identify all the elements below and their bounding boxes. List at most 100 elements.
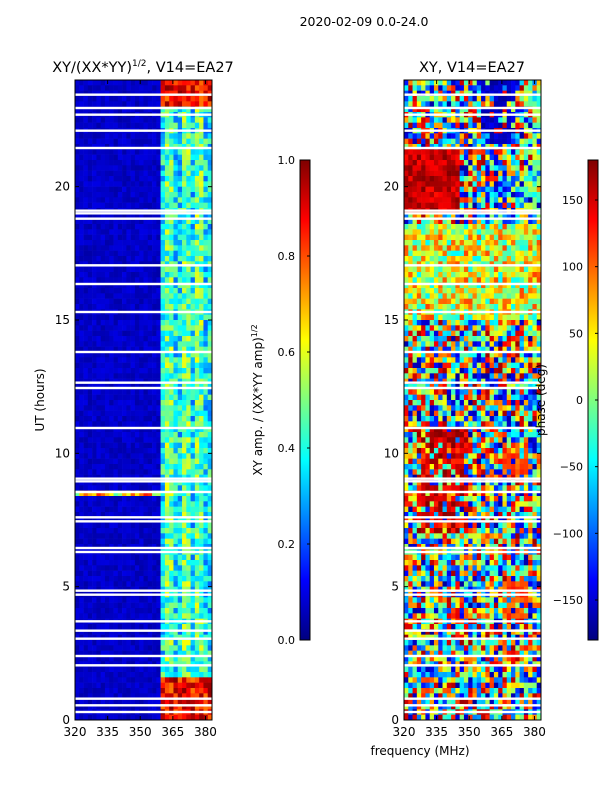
phase-colorbar-tick-label: 50 (569, 327, 583, 340)
flagged-row (404, 282, 541, 286)
flagged-row (404, 550, 541, 554)
flagged-row (404, 710, 541, 714)
flagged-row (75, 629, 212, 632)
amplitude-colorbar-tick-label: 0.4 (278, 442, 296, 455)
phase-colorbar-tick-label: 100 (562, 261, 583, 274)
flagged-row (404, 620, 541, 623)
amplitude-colorbar-label-sup: 1/2 (250, 324, 259, 337)
phase-panel: XY, V14=EA27 320 335 350 365 380 0 5 10 15 20 fr… (370, 60, 545, 758)
amplitude-title-suffix: , V14=EA27 (147, 60, 234, 76)
phase-colorbar-tick-label: −100 (553, 527, 583, 540)
flagged-row (404, 664, 541, 667)
flagged-row (404, 209, 541, 212)
flagged-row (404, 520, 541, 523)
flagged-row (404, 106, 541, 110)
flagged-row (404, 426, 541, 430)
amplitude-colorbar-tick-label: 0.6 (278, 346, 296, 359)
amplitude-xtick-label: 365 (161, 725, 184, 739)
flagged-row (404, 212, 541, 215)
flagged-row (75, 282, 212, 286)
phase-xtick-label: 320 (393, 725, 416, 739)
flagged-row (404, 386, 541, 390)
phase-colorbar-gradient (588, 160, 598, 640)
flagged-row (75, 697, 212, 700)
amplitude-colorbar-tick-label: 0.8 (278, 250, 296, 263)
phase-xtick-label: 365 (490, 725, 513, 739)
amplitude-xtick-label: 380 (194, 725, 217, 739)
amplitude-ytick-label: 20 (55, 180, 70, 194)
flagged-row (404, 113, 541, 116)
amplitude-title-sup: 1/2 (132, 59, 146, 69)
flagged-row (75, 426, 212, 430)
flagged-row (404, 490, 541, 494)
flagged-row (404, 93, 541, 96)
flagged-row (75, 490, 212, 494)
flagged-row (75, 350, 212, 354)
amplitude-ytick-label: 10 (55, 446, 70, 460)
phase-panel-title: XY, V14=EA27 (419, 60, 525, 76)
phase-plot-frame (403, 79, 542, 721)
flagged-row (75, 620, 212, 623)
phase-ytick-label: 10 (384, 446, 399, 460)
phase-colorbar-tick-label: −150 (553, 594, 583, 607)
phase-xlabel: frequency (MHz) (370, 744, 469, 758)
phase-heatmap (404, 80, 541, 720)
flagged-row (75, 704, 212, 707)
flagged-row (75, 589, 212, 592)
phase-colorbar-tick-label: −50 (560, 461, 583, 474)
phase-ytick-label: 0 (391, 713, 399, 727)
flagged-row (404, 654, 541, 658)
figure-suptitle: 2020-02-09 0.0-24.0 (300, 14, 429, 29)
flagged-row (404, 589, 541, 592)
amplitude-xtick-label: 350 (129, 725, 152, 739)
amplitude-ylabel: UT (hours) (33, 368, 47, 431)
flagged-row (404, 637, 541, 640)
phase-xtick-label: 335 (425, 725, 448, 739)
flagged-row (404, 129, 541, 132)
amplitude-colorbar-label: XY amp. / (XX*YY amp)1/2 (250, 324, 265, 475)
flagged-row (75, 546, 212, 550)
flagged-row (404, 480, 541, 483)
flagged-row (404, 546, 541, 550)
flagged-row (404, 593, 541, 596)
flagged-row (75, 381, 212, 384)
flagged-row (404, 629, 541, 632)
amplitude-panel-title: XY/(XX*YY)1/2, V14=EA27 (52, 59, 234, 76)
flagged-row (75, 113, 212, 116)
amplitude-xtick-label: 320 (64, 725, 87, 739)
phase-colorbar: −150 −100 −50 0 50 100 150 phase (deg) (534, 159, 599, 641)
flagged-row (75, 637, 212, 640)
flagged-row (75, 710, 212, 714)
phase-ytick-label: 5 (391, 580, 399, 594)
amplitude-colorbar-tick-label: 1.0 (278, 154, 296, 167)
phase-ytick-label: 15 (384, 313, 399, 327)
amplitude-heatmap (75, 80, 212, 720)
amplitude-panel: XY/(XX*YY)1/2, V14=EA27 320 335 350 365 380 … (33, 59, 234, 739)
phase-xtick-label: 350 (458, 725, 481, 739)
flagged-row (75, 106, 212, 110)
flagged-row (75, 654, 212, 658)
flagged-row (75, 129, 212, 132)
flagged-row (404, 704, 541, 707)
amplitude-xtick-label: 335 (96, 725, 119, 739)
amplitude-colorbar: 0.0 0.2 0.4 0.6 0.8 1.0 XY amp. / (XX*YY amp)… (250, 154, 311, 647)
amplitude-colorbar-frame (299, 159, 311, 641)
flagged-row (75, 516, 212, 519)
flagged-row (75, 217, 212, 220)
flagged-row (75, 209, 212, 212)
flagged-row (404, 697, 541, 700)
flagged-row (75, 146, 212, 150)
flagged-row (75, 386, 212, 390)
flagged-row (404, 477, 541, 480)
phase-xtick-label: 380 (523, 725, 546, 739)
phase-colorbar-tick-label: 150 (562, 194, 583, 207)
amplitude-colorbar-label-text: XY amp. / (XX*YY amp) (251, 337, 265, 475)
flagged-row (75, 550, 212, 554)
amplitude-colorbar-gradient (300, 160, 310, 640)
amplitude-ytick-label: 0 (62, 713, 70, 727)
flagged-row (404, 217, 541, 220)
amplitude-colorbar-tick-label: 0.0 (278, 634, 296, 647)
phase-colorbar-label: phase (deg) (534, 364, 548, 436)
phase-colorbar-tick-label: 0 (576, 394, 583, 407)
